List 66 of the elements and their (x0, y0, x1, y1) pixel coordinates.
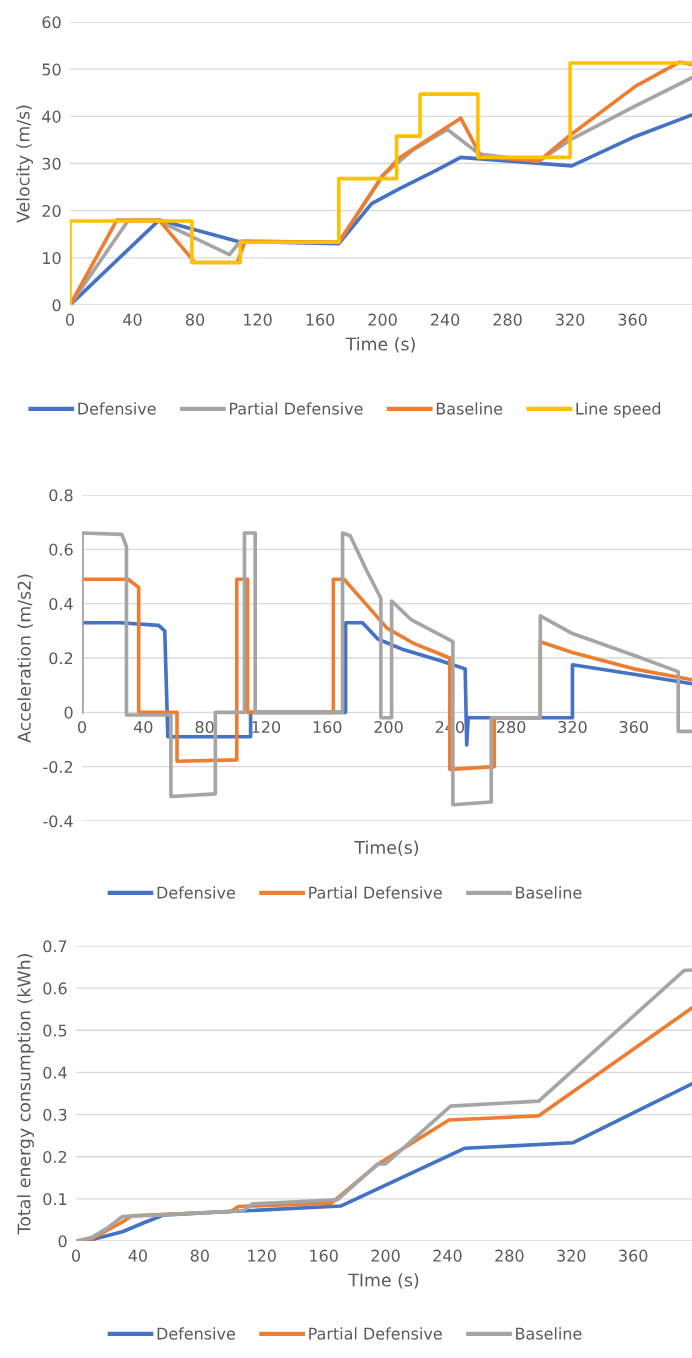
y-tick-label: 0.3 (43, 1108, 67, 1121)
x-tick-label: 120 (248, 1249, 276, 1262)
legend-label: Baseline (516, 1327, 582, 1340)
y-tick-label: 30 (42, 157, 61, 170)
x-axis-title: Time (s) (345, 337, 415, 353)
y-tick-label: 0 (52, 299, 61, 312)
y-tick-label: 0 (64, 706, 73, 719)
y-tick-label: 0.5 (43, 1024, 67, 1037)
y-axis-title: Total energy consumption (kWh) (17, 954, 34, 1235)
y-tick-label: 0.2 (43, 1150, 67, 1164)
x-tick-label: 120 (252, 720, 281, 734)
y-tick-label: 60 (42, 16, 61, 29)
y-tick-label: 0.8 (49, 489, 73, 502)
x-tick-label: 80 (190, 1249, 209, 1262)
legend-label: Partial Defensive (309, 1327, 442, 1340)
x-axis-title: Time(s) (354, 840, 419, 857)
y-tick-label: 0 (58, 1235, 67, 1248)
x-tick-label: 240 (433, 1249, 462, 1262)
x-tick-label: 280 (493, 313, 522, 326)
legend-label: Defensive (157, 886, 235, 899)
x-tick-label: 360 (618, 313, 647, 326)
x-tick-label: 80 (195, 720, 214, 734)
y-tick-label: 0.1 (43, 1193, 67, 1206)
y-tick-label: 0.4 (49, 597, 73, 610)
x-tick-label: 360 (619, 720, 648, 734)
x-tick-label: 360 (619, 1249, 648, 1262)
legend-label: Baseline (436, 402, 503, 415)
y-tick-label: 10 (43, 252, 61, 265)
y-tick-label: 0.6 (49, 543, 73, 556)
legend-label: Defensive (78, 402, 156, 415)
x-axis-title: TIme (s) (348, 1273, 419, 1289)
legend-label: Line speed (576, 402, 661, 418)
legend-label: Baseline (516, 886, 582, 899)
legend-label: Defensive (157, 1327, 235, 1340)
x-tick-label: 80 (185, 313, 205, 326)
x-tick-label: 320 (558, 720, 587, 734)
legend-label: Partial Defensive (229, 402, 363, 415)
x-tick-label: 120 (244, 313, 272, 326)
x-tick-label: 160 (313, 720, 342, 734)
y-tick-label: -0.4 (43, 815, 73, 828)
x-tick-label: 40 (133, 720, 153, 734)
y-axis-title: Velocity (m/s) (16, 105, 34, 223)
x-tick-label: 40 (123, 313, 142, 326)
y-tick-label: 0.4 (43, 1066, 67, 1079)
x-tick-label: 200 (371, 1249, 400, 1262)
y-axis-title: Acceleration (m/s2) (17, 574, 33, 743)
x-tick-label: 160 (310, 1249, 338, 1262)
x-tick-label: 240 (431, 313, 460, 326)
y-tick-label: 0.2 (49, 652, 73, 665)
x-tick-label: 280 (495, 1249, 524, 1262)
x-tick-label: 160 (306, 313, 335, 326)
x-tick-label: 200 (374, 720, 403, 734)
x-tick-label: 40 (128, 1249, 148, 1262)
y-tick-label: 0.7 (43, 940, 67, 953)
y-tick-label: -0.2 (43, 760, 73, 773)
x-tick-label: 0 (77, 720, 87, 734)
x-tick-label: 320 (556, 313, 585, 326)
y-tick-label: 0.6 (43, 982, 67, 995)
legend-label: Partial Defensive (309, 886, 442, 899)
y-tick-label: 20 (42, 204, 61, 217)
x-tick-label: 0 (71, 1249, 81, 1262)
x-tick-label: 280 (497, 720, 526, 734)
y-tick-label: 40 (42, 110, 61, 123)
x-tick-label: 200 (368, 313, 397, 326)
x-tick-label: 320 (557, 1249, 586, 1262)
y-tick-label: 50 (42, 63, 61, 76)
